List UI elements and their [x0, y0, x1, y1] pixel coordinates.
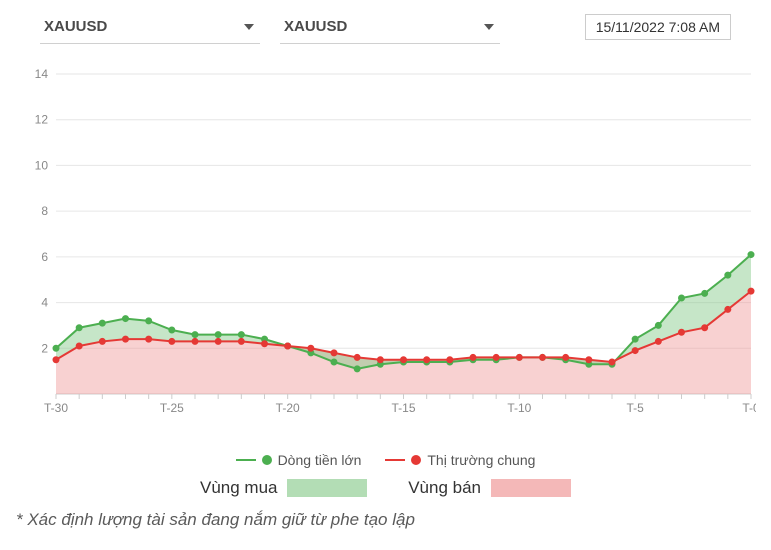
zone-buy: Vùng mua: [200, 478, 368, 498]
svg-text:14: 14: [34, 67, 48, 81]
datetime-value: 15/11/2022 7:08 AM: [596, 19, 720, 35]
svg-text:T-25: T-25: [159, 401, 183, 415]
svg-text:2: 2: [41, 341, 48, 355]
svg-text:T-15: T-15: [391, 401, 415, 415]
symbol-select-2-value: XAUUSD: [284, 18, 347, 35]
chevron-down-icon: [244, 24, 254, 30]
svg-text:T-20: T-20: [275, 401, 299, 415]
symbol-select-1[interactable]: XAUUSD: [40, 10, 260, 44]
svg-text:8: 8: [41, 204, 48, 218]
legend-label-market: Thị trường chung: [427, 452, 535, 468]
chart: 2 4 6 8 10 12 14 T-30 T-25 T-20 T-15 T-10 T-5 T-0: [16, 64, 756, 444]
legend-item-big[interactable]: Dòng tiền lớn: [236, 452, 362, 468]
footnote: * Xác định lượng tài sản đang nắm giữ từ…: [10, 510, 761, 530]
svg-text:4: 4: [41, 296, 48, 310]
datetime-display[interactable]: 15/11/2022 7:08 AM: [585, 14, 731, 40]
legend-label-big: Dòng tiền lớn: [278, 452, 362, 468]
legend-line-big: [236, 459, 256, 461]
symbol-select-2[interactable]: XAUUSD: [280, 10, 500, 44]
zone-sell-swatch: [491, 479, 571, 497]
legend-line-market: [385, 459, 405, 461]
symbol-select-1-value: XAUUSD: [44, 18, 107, 35]
zone-buy-label: Vùng mua: [200, 478, 278, 498]
chevron-down-icon: [484, 24, 494, 30]
svg-text:T-0: T-0: [742, 401, 756, 415]
legend-dot-big: [262, 455, 272, 465]
series-legend: Dòng tiền lớn Thị trường chung: [10, 448, 761, 468]
svg-text:T-10: T-10: [507, 401, 531, 415]
zone-sell-label: Vùng bán: [408, 478, 481, 498]
svg-text:T-30: T-30: [43, 401, 67, 415]
topbar: XAUUSD XAUUSD 15/11/2022 7:08 AM: [10, 10, 761, 54]
zone-sell: Vùng bán: [408, 478, 571, 498]
svg-text:10: 10: [34, 158, 48, 172]
zone-legend: Vùng mua Vùng bán: [10, 478, 761, 498]
svg-text:T-5: T-5: [626, 401, 644, 415]
svg-text:6: 6: [41, 250, 48, 264]
svg-text:12: 12: [34, 113, 48, 127]
legend-dot-market: [411, 455, 421, 465]
legend-item-market[interactable]: Thị trường chung: [385, 452, 535, 468]
zone-buy-swatch: [287, 479, 367, 497]
